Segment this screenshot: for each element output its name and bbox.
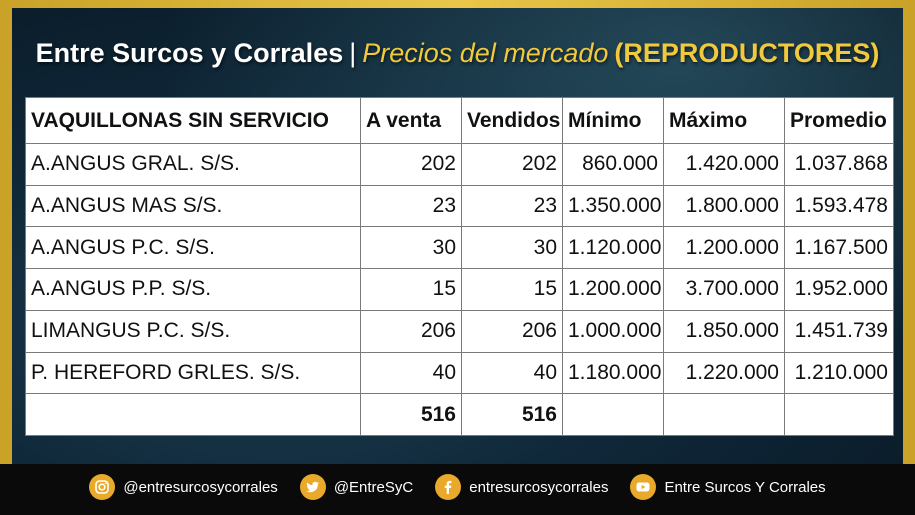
cell-minimo: 1.000.000 [562,309,664,353]
cell-a-venta: 30 [360,226,462,270]
title-category: (REPRODUCTORES) [614,38,880,68]
title-brand: Entre Surcos y Corrales [35,38,344,68]
cell-category: LIMANGUS P.C. S/S. [25,309,361,353]
cell-maximo: 1.850.000 [663,309,785,353]
cell-a-venta: 202 [360,143,462,186]
cell-promedio: 1.210.000 [784,351,894,395]
slide-background: Entre Surcos y Corrales | Precios del merc… [12,8,903,464]
table-row: A.ANGUS P.P. S/S. 15 15 1.200.000 3.700.… [25,268,894,311]
social-twitter-label: @EntreSyC [333,478,414,496]
facebook-icon [435,474,462,500]
cell-maximo: 1.420.000 [663,143,785,186]
column-header-promedio: Promedio [784,97,894,144]
instagram-icon [89,474,116,500]
table-totals-row: 516 516 [25,393,894,436]
cell-category: A.ANGUS P.C. S/S. [25,226,361,270]
cell-category: A.ANGUS P.P. S/S. [25,268,361,311]
column-header-a-venta: A venta [360,97,462,144]
cell-category: P. HEREFORD GRLES. S/S. [25,351,361,395]
title-subtitle: Precios del mercado [362,38,609,68]
cell-minimo: 1.200.000 [562,268,664,311]
cell-minimo: 1.180.000 [562,351,664,395]
cell-vendidos: 40 [461,351,563,395]
youtube-icon [630,474,657,500]
social-twitter[interactable]: @EntreSyC [299,474,414,500]
cell-promedio: 1.037.868 [784,143,894,186]
twitter-icon [299,474,326,500]
cell-maximo: 1.220.000 [663,351,785,395]
cell-vendidos: 15 [461,268,563,311]
cell-minimo: 1.120.000 [562,226,664,270]
cell-promedio: 1.593.478 [784,184,894,228]
cell-category: A.ANGUS GRAL. S/S. [25,143,361,186]
total-cell-minimo [562,393,664,436]
column-header-minimo: Mínimo [562,97,664,144]
social-instagram[interactable]: @entresurcosycorrales [89,474,278,500]
cell-vendidos: 202 [461,143,563,186]
social-instagram-label: @entresurcosycorrales [123,478,278,496]
total-cell-promedio [784,393,894,436]
cell-a-venta: 206 [360,309,462,353]
cell-minimo: 1.350.000 [562,184,664,228]
table-row: P. HEREFORD GRLES. S/S. 40 40 1.180.000 … [25,351,894,395]
cell-vendidos: 23 [461,184,563,228]
social-youtube-label: Entre Surcos Y Corrales [664,478,826,496]
total-cell-category [25,393,361,436]
price-table-container: VAQUILLONAS SIN SERVICIO A venta Vendido… [25,97,894,436]
cell-maximo: 1.200.000 [663,226,785,270]
column-header-maximo: Máximo [663,97,785,144]
social-facebook-label: entresurcosycorrales [469,478,609,496]
table-row: A.ANGUS MAS S/S. 23 23 1.350.000 1.800.0… [25,184,894,228]
cell-a-venta: 15 [360,268,462,311]
cell-vendidos: 206 [461,309,563,353]
cell-maximo: 3.700.000 [663,268,785,311]
cell-minimo: 860.000 [562,143,664,186]
cell-vendidos: 30 [461,226,563,270]
social-footer: @entresurcosycorrales @EntreSyC entresur… [0,464,915,515]
cell-category: A.ANGUS MAS S/S. [25,184,361,228]
cell-promedio: 1.167.500 [784,226,894,270]
table-row: A.ANGUS P.C. S/S. 30 30 1.120.000 1.200.… [25,226,894,270]
cell-a-venta: 23 [360,184,462,228]
cell-promedio: 1.952.000 [784,268,894,311]
column-header-vendidos: Vendidos [461,97,563,144]
column-header-category: VAQUILLONAS SIN SERVICIO [25,97,361,144]
page-title: Entre Surcos y Corrales | Precios del merc… [12,38,903,69]
social-facebook[interactable]: entresurcosycorrales [435,474,608,500]
table-row: LIMANGUS P.C. S/S. 206 206 1.000.000 1.8… [25,309,894,353]
total-a-venta: 516 [360,393,462,436]
cell-a-venta: 40 [360,351,462,395]
table-row: A.ANGUS GRAL. S/S. 202 202 860.000 1.420… [25,143,894,186]
social-youtube[interactable]: Entre Surcos Y Corrales [630,474,826,500]
title-separator: | [349,38,357,68]
total-cell-maximo [663,393,785,436]
cell-maximo: 1.800.000 [663,184,785,228]
price-table: VAQUILLONAS SIN SERVICIO A venta Vendido… [25,97,894,436]
table-header-row: VAQUILLONAS SIN SERVICIO A venta Vendido… [25,97,894,144]
cell-promedio: 1.451.739 [784,309,894,353]
social-links: @entresurcosycorrales @EntreSyC entresur… [0,474,915,500]
total-vendidos: 516 [461,393,563,436]
